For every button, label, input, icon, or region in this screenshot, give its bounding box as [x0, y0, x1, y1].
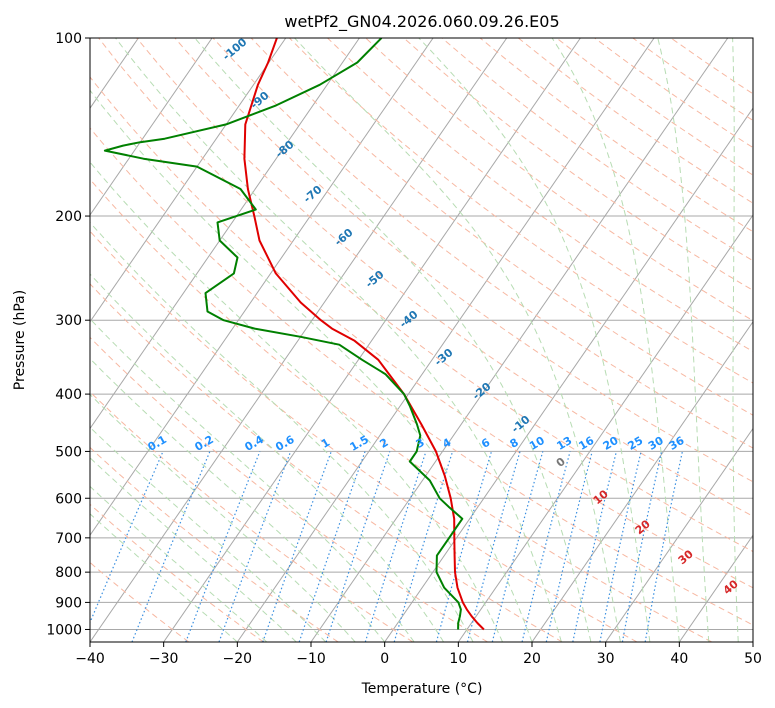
y-tick-label: 900 — [55, 595, 82, 611]
mixing-ratio-line — [298, 451, 366, 642]
isotherm-line — [90, 38, 434, 537]
x-axis-ticks: −40 −30 −20 −10 0 10 20 30 40 50 — [75, 642, 762, 667]
y-tick-label: 700 — [55, 531, 82, 547]
dry-adiabat-line — [90, 127, 753, 626]
y-tick-label: 400 — [55, 387, 82, 403]
dry-adiabat-line — [90, 503, 264, 642]
y-axis-ticks: 100 200 300 400 500 600 700 800 900 1000 — [46, 31, 90, 638]
moist-adiabat-line — [90, 89, 533, 642]
dry-adiabat-line — [365, 38, 753, 322]
dry-adiabat-line — [403, 38, 753, 291]
y-tick-label: 600 — [55, 491, 82, 507]
dry-adiabat-line — [90, 336, 488, 642]
x-tick-label: 0 — [380, 651, 389, 667]
dry-adiabat-line — [174, 38, 753, 483]
dry-adiabat-line — [136, 38, 753, 517]
moist-adiabat-line — [90, 513, 238, 642]
isotherm-line — [90, 38, 213, 216]
moist-adiabat-line — [90, 221, 474, 642]
dry-adiabat-line — [250, 38, 753, 416]
y-axis-label: Pressure (hPa) — [12, 290, 28, 390]
background-lines — [90, 38, 753, 642]
sounding-profiles — [103, 38, 485, 631]
x-tick-label: 30 — [597, 651, 615, 667]
dry-adiabat-line — [212, 38, 753, 449]
y-tick-label: 300 — [55, 313, 82, 329]
x-tick-label: 20 — [523, 651, 541, 667]
dry-adiabat-line — [90, 76, 753, 589]
x-tick-label: 40 — [670, 651, 688, 667]
moist-adiabat-line — [90, 161, 503, 642]
mixing-ratio-line — [521, 451, 571, 642]
moist-adiabat-line — [90, 485, 268, 642]
isotherm-line — [90, 38, 287, 323]
mixing-ratio-line — [218, 451, 292, 642]
mixing-ratio-line — [466, 451, 521, 642]
mixing-ratio-line — [621, 451, 663, 642]
moist-adiabat-line — [90, 357, 386, 642]
x-tick-label: −10 — [296, 651, 326, 667]
moist-adiabat-line — [90, 457, 297, 642]
dry-adiabat-line — [90, 391, 414, 642]
mixing-ratio-line — [545, 451, 593, 642]
mixing-ratio-line — [90, 451, 164, 624]
mixing-ratio-line — [491, 451, 544, 642]
moist-adiabat-line — [294, 38, 621, 642]
x-axis-label: Temperature (°C) — [361, 681, 483, 697]
mixing-ratio-line — [185, 451, 261, 642]
moist-adiabat-line — [115, 38, 562, 642]
isotherm-line — [163, 38, 581, 642]
isotherm-line — [457, 214, 753, 642]
y-tick-label: 500 — [55, 444, 82, 460]
isotherm-line — [90, 38, 360, 430]
moist-adiabat-line — [194, 38, 592, 642]
x-tick-label: −40 — [75, 651, 105, 667]
y-tick-label: 800 — [55, 565, 82, 581]
mixing-ratio-line — [262, 451, 332, 642]
moist-adiabat-line — [732, 38, 739, 642]
isotherm-line — [90, 38, 508, 642]
moist-adiabat-line — [418, 38, 651, 642]
plot-frame — [89, 37, 754, 643]
dry-adiabat-line — [90, 230, 638, 642]
x-tick-label: −20 — [223, 651, 253, 667]
moist-adiabat-line — [90, 426, 327, 642]
y-tick-label: 1000 — [46, 622, 82, 638]
y-tick-label: 100 — [55, 31, 82, 47]
isotherm-line — [531, 320, 753, 642]
y-tick-label: 200 — [55, 209, 82, 225]
dewpoint-profile — [103, 38, 464, 630]
chart-title: wetPf2_GN04.2026.060.09.26.E05 — [284, 12, 559, 32]
mixing-ratio-line — [644, 451, 683, 642]
mixing-ratio-line — [599, 451, 642, 642]
moist-adiabat-line — [657, 38, 710, 642]
mixing-ratio-line — [572, 451, 617, 642]
isotherm-line — [605, 427, 753, 642]
moist-adiabat-line — [90, 273, 445, 642]
dry-adiabat-line — [90, 283, 563, 642]
x-tick-label: 10 — [449, 651, 467, 667]
isotherm-line — [236, 38, 655, 642]
x-tick-label: 50 — [744, 651, 762, 667]
moist-adiabat-line — [90, 318, 415, 642]
x-tick-label: −30 — [149, 651, 179, 667]
isotherm-line — [678, 534, 753, 642]
moist-adiabat-line — [551, 38, 680, 642]
